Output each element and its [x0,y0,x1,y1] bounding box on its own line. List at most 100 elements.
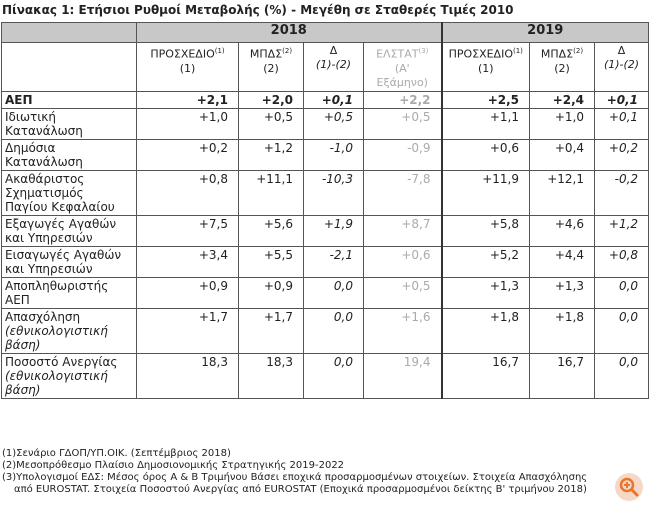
row-label: Απασχόληση (εθνικολογιστική βάση) [1,307,137,354]
column-header: Δ (1)-(2) [303,42,364,92]
cell-value: 0,0 [303,307,364,354]
cell-value: -2,1 [303,245,364,278]
column-footnote-ref: (2) [282,47,293,55]
row-label: Ποσοστό Ανεργίας (εθνικολογιστική βάση) [1,352,137,399]
row-name: Δημόσια Κατανάλωση [5,140,83,169]
cell-value: -1,0 [303,138,364,171]
cell-value: +0,4 [529,138,595,171]
cell-value: +0,2 [136,138,239,171]
cell-value: +1,0 [529,107,595,140]
column-footnote-ref: (1) [214,47,225,55]
column-label: Δ [617,44,626,57]
table-row: Ποσοστό Ανεργίας (εθνικολογιστική βάση) 1… [1,352,650,399]
column-label: Δ [329,44,338,57]
cell-value: +3,4 [136,245,239,278]
cell-value: 19,4 [363,352,442,399]
year-header: 2018 [136,22,442,43]
cell-value: +1,7 [136,307,239,354]
column-label: ΕΛΣΤΑΤ [376,47,419,61]
cell-value: +1,2 [593,214,650,247]
cell-value: +0,9 [238,276,304,309]
cell-value: +0,8 [593,245,650,278]
cell-value: +5,6 [238,214,304,247]
cell-value: -0,9 [363,138,442,171]
table-row: Απασχόληση (εθνικολογιστική βάση) +1,7 +1,… [1,307,650,354]
column-footnote-ref: (2) [573,47,584,55]
cell-value: +0,5 [238,107,304,140]
footnotes: (1)Σενάριο ΓΔΟΠ/ΥΠ.ΟΙΚ. (Σεπτέμβριος 201… [2,448,602,496]
row-label: Δημόσια Κατανάλωση [1,138,137,171]
column-sub: (1) [477,61,494,75]
header-row: ΠΡΟΣΧΕΔΙΟ(1) (1) ΜΠΔΣ(2) (2) Δ (1)-(2) ΕΛΣΤΑΤ(… [1,42,650,92]
cell-value: +2,4 [529,90,595,109]
column-header: ΜΠΔΣ(2) (2) [238,42,304,92]
row-name: Εξαγωγές Αγαθών και Υπηρεσιών [5,216,117,245]
cell-value: +0,1 [593,107,650,140]
column-label: ΜΠΔΣ [249,47,283,61]
column-sub: (2) [554,61,570,75]
cell-value: 0,0 [593,352,650,399]
column-sub: (Α' Εξάμηνο) [376,61,428,89]
cell-value: +5,8 [440,214,530,247]
cell-value: +0,1 [303,90,364,109]
cell-value: +8,7 [363,214,442,247]
cell-value: +0,9 [136,276,239,309]
row-name: Ακαθάριστος Σχηματισμός Παγίου Κεφαλαίου [5,171,115,214]
header-row: 2018 2019 [1,22,650,43]
column-header: ΜΠΔΣ(2) (2) [529,42,595,92]
cell-value: +2,2 [363,90,442,109]
title: Πίνακας 1: Ετήσιοι Ρυθμοί Μεταβολής (%) … [2,3,514,17]
cell-value: +0,5 [363,107,442,140]
cell-value: +0,2 [593,138,650,171]
cell-value: +4,6 [529,214,595,247]
footnote: (3)Υπολογισμοί ΕΔΣ: Μέσος όρος Α & Β Τρι… [2,472,588,495]
row-note: (εθνικολογιστική βάση) [5,323,108,352]
table-row: ΑΕΠ +2,1 +2,0 +0,1 +2,2 +2,5 +2,4 +0,1 [1,90,650,109]
cell-value: 18,3 [136,352,239,399]
cell-value: +5,5 [238,245,304,278]
cell-value: +1,3 [529,276,595,309]
cell-value: 0,0 [593,276,650,309]
row-label: Αποπληθωριστής ΑΕΠ [1,276,137,309]
row-label: Ιδιωτική Κατανάλωση [1,107,137,140]
cell-value: +1,8 [440,307,530,354]
cell-value: -0,2 [593,169,650,216]
row-name: ΑΕΠ [5,92,33,107]
cell-value: 0,0 [303,276,364,309]
row-name: Αποπληθωριστής ΑΕΠ [5,278,109,307]
cell-value: +7,5 [136,214,239,247]
cell-value: +0,5 [303,107,364,140]
cell-value: +2,5 [440,90,530,109]
column-sub: (2) [263,61,279,75]
cell-value: 16,7 [529,352,595,399]
cell-value: +11,1 [238,169,304,216]
zoom-icon[interactable] [614,472,644,502]
column-header: ΠΡΟΣΧΕΔΙΟ(1) (1) [136,42,239,92]
cell-value: 16,7 [440,352,530,399]
column-footnote-ref: (3) [418,47,429,55]
cell-value: -10,3 [303,169,364,216]
row-label: Εξαγωγές Αγαθών και Υπηρεσιών [1,214,137,247]
row-label: Εισαγωγές Αγαθών και Υπηρεσιών [1,245,137,278]
cell-value: +2,1 [136,90,239,109]
table-row: Εισαγωγές Αγαθών και Υπηρεσιών +3,4 +5,5 -2… [1,245,650,278]
column-label: ΠΡΟΣΧΕΔΙΟ [448,47,513,61]
column-sub: (1)-(2) [603,58,640,71]
cell-value: -7,8 [363,169,442,216]
cell-value: +1,7 [238,307,304,354]
footnote: (2)Μεσοπρόθεσμο Πλαίσιο Δημοσιονομικής Σ… [2,460,345,471]
column-header: ΠΡΟΣΧΕΔΙΟ(1) (1) [440,42,530,92]
table-row: Ιδιωτική Κατανάλωση +1,0 +0,5 +0,5 +0,5 +1,1 +… [1,107,650,140]
row-label: ΑΕΠ [1,90,137,109]
column-header: Δ (1)-(2) [593,42,650,92]
header-cell [1,22,137,43]
cell-value: +1,9 [303,214,364,247]
column-header: ΕΛΣΤΑΤ(3) (Α' Εξάμηνο) [363,42,442,92]
column-footnote-ref: (1) [513,47,523,55]
cell-value: +0,6 [363,245,442,278]
column-sub: (1) [179,61,196,75]
column-label: ΜΠΔΣ [540,47,574,61]
column-label: ΠΡΟΣΧΕΔΙΟ [150,47,215,61]
cell-value: 0,0 [593,307,650,354]
